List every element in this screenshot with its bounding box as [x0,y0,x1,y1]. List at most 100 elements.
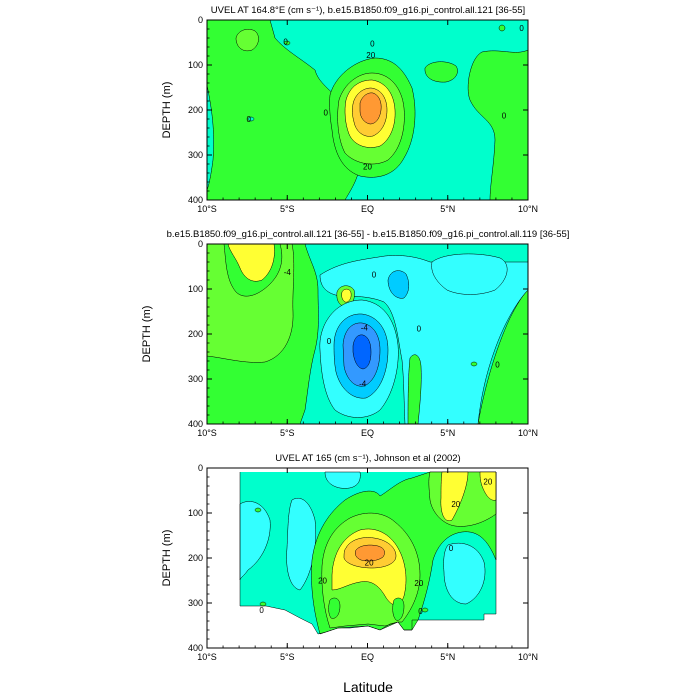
panel-1-title: UVEL AT 164.8°E (cm s⁻¹), b.e15.B1850.f0… [211,5,525,16]
x-tick-label: 5°S [280,204,295,214]
contour-label: 0 [519,24,524,33]
x-tick-label: 10°N [518,652,538,662]
panel-2-y-ticks: 0 100 200 300 400 [188,239,528,429]
panel-3-fill-lightcyan-1 [239,501,271,581]
panel-3-domain-outline [239,472,497,635]
contour-label: -4 [361,323,369,332]
panel-1-ylabel: DEPTH (m) [161,82,173,139]
x-tick-label: EQ [361,428,374,438]
panel-2-fill-low-darkblue [352,334,372,370]
panel-1-blob-1 [235,29,259,52]
x-tick-label: 5°N [440,652,455,662]
contour-label: 0 [324,108,329,117]
y-tick-label: 400 [188,195,203,205]
x-tick-label: 10°S [197,428,217,438]
panel-3-fill-lightcyan-2 [286,497,316,591]
panel-2-blob-lb [387,270,409,299]
y-tick-label: 200 [188,553,203,563]
panel-1-fill-darkorange [359,92,382,125]
x-tick-label: EQ [361,652,374,662]
y-tick-label: 300 [188,598,203,608]
y-tick-label: 200 [188,105,203,115]
contour-label: -4 [359,380,367,389]
x-tick-label: 10°S [197,652,217,662]
contour-label: 20 [365,559,374,568]
contour-label: 0 [372,271,377,280]
contour-label: 0 [418,607,423,616]
panel-1: UVEL AT 164.8°E (cm s⁻¹), b.e15.B1850.f0… [161,5,538,214]
panel-2-fill-lightblue-top [431,253,508,295]
panel-2-title: b.e15.B1850.f09_g16.pi_control.all.121 [… [167,229,570,240]
x-tick-label: EQ [361,204,374,214]
contour-label: 20 [483,478,492,487]
y-tick-label: 0 [198,463,203,473]
contour-label: 20 [318,577,327,586]
contour-label: 0 [259,606,264,615]
panel-3: UVEL AT 165 (cm s⁻¹), Johnson et al (200… [161,453,538,662]
panel-1-blob-2 [424,61,458,83]
contour-label: 0 [417,325,422,334]
x-tick-label: 10°N [518,204,538,214]
contour-label: 20 [363,162,372,171]
x-tick-label: 10°N [518,428,538,438]
contour-label: 20 [414,579,423,588]
y-tick-label: 0 [198,15,203,25]
y-tick-label: 100 [188,508,203,518]
panel-2-fill-yellow [227,244,275,282]
panel-3-fill-yellow-right [479,471,497,501]
panel-2-x-ticks: 10°S 5°S EQ 5°N 10°N [197,244,538,438]
panel-1-contour-labels: 0 0 0 20 0 0 0 20 [247,24,525,171]
y-tick-label: 400 [188,419,203,429]
panel-3-blob-4 [254,507,262,513]
contour-label: 0 [502,111,507,120]
panel-3-blob-2 [392,597,405,621]
panel-2: b.e15.B1850.f09_g16.pi_control.all.121 [… [141,229,569,438]
y-tick-label: 100 [188,60,203,70]
panel-2-contour-field [207,244,528,424]
y-tick-label: 300 [188,150,203,160]
contour-label: 20 [366,51,375,60]
x-axis-title: Latitude [343,679,393,695]
panel-3-fill-yellow-top [440,471,469,522]
contour-label: -4 [284,268,292,277]
x-tick-label: 5°S [280,428,295,438]
panel-2-fill-green-right [477,289,528,424]
panel-3-fill-lightcyan-3 [324,471,361,489]
panel-1-x-ticks: 10°S 5°S EQ 5°N 10°N [197,20,538,214]
panel-3-x-ticks: 10°S 5°S EQ 5°N 10°N [197,468,538,662]
panel-2-ylabel: DEPTH (m) [141,306,153,363]
panel-1-blob-3 [283,40,291,46]
contour-label: 0 [495,361,500,370]
contour-label: 0 [283,38,288,47]
contour-label: 20 [451,500,460,509]
panel-1-blob-5 [498,24,506,32]
contour-label: 0 [247,115,252,124]
contour-label: 0 [449,544,454,553]
panel-2-blob-yellow [341,288,352,303]
panel-3-blob-5 [421,607,429,613]
panel-3-fill-darkorange [354,544,385,562]
contour-label: 0 [370,39,375,48]
y-tick-label: 300 [188,374,203,384]
panel-1-contour-field [207,20,528,200]
panel-3-ylabel: DEPTH (m) [161,530,173,587]
y-tick-label: 200 [188,329,203,339]
panel-2-fill-green-tongue [407,354,422,424]
x-tick-label: 10°S [197,204,217,214]
panel-3-blob-1 [328,597,341,619]
x-tick-label: 5°N [440,204,455,214]
panel-3-fill-lightcyan-4 [443,542,486,605]
panel-3-contour-field [239,471,497,635]
panel-2-blob-small [470,361,478,367]
contour-label: 0 [327,337,332,346]
panel-3-contour-labels: 20 20 0 20 20 20 0 0 [259,478,493,617]
y-tick-label: 0 [198,239,203,249]
panel-2-contour-labels: -4 0 0 0 0 -4 -4 [284,268,501,389]
y-tick-label: 100 [188,284,203,294]
panel-1-blob-4 [247,116,255,122]
y-tick-label: 400 [188,643,203,653]
x-tick-label: 5°S [280,652,295,662]
